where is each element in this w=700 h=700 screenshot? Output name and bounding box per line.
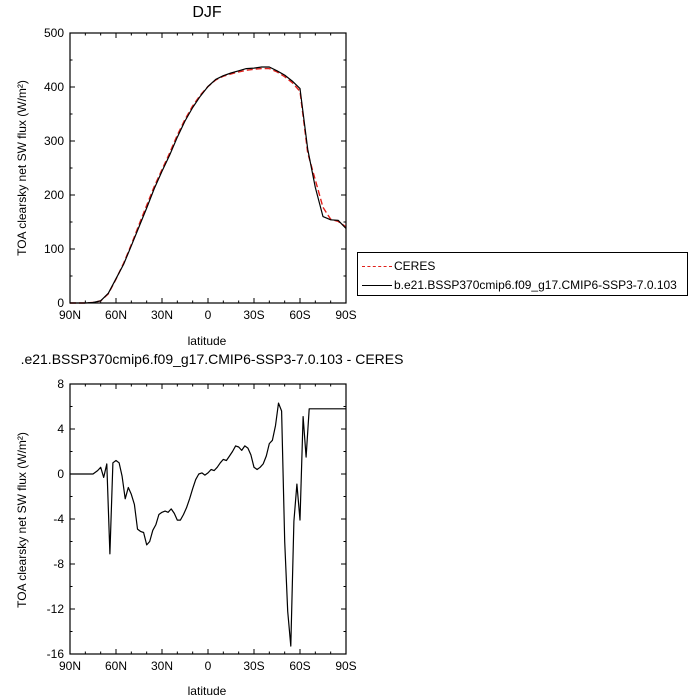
bottom-y-tick-label: -12 bbox=[47, 602, 65, 616]
top-y-axis-label: TOA clearsky net SW flux (W/m²) bbox=[15, 80, 29, 256]
bottom-x-tick-label: 30N bbox=[151, 659, 173, 673]
top-y-tick-label: 0 bbox=[57, 296, 64, 310]
top-y-tick-label: 300 bbox=[44, 134, 64, 148]
top-plot-frame bbox=[69, 32, 347, 304]
bottom-x-axis-label: latitude bbox=[188, 684, 227, 698]
legend-label-ceres: CERES bbox=[394, 259, 436, 273]
bottom-y-tick-label: 0 bbox=[57, 467, 64, 481]
legend-swatch-ceres bbox=[362, 265, 392, 267]
bottom-y-axis-label: TOA clearsky net SW flux (W/m²) bbox=[15, 432, 29, 608]
bottom-x-tick-label: 60S bbox=[289, 659, 310, 673]
bottom-x-tick-label: 60N bbox=[105, 659, 127, 673]
top-chart-title: DJF bbox=[192, 4, 222, 21]
bottom-y-tick-label: 8 bbox=[57, 377, 64, 391]
bottom-panel: .e21.BSSP370cmip6.f09_g17.CMIP6-SSP3-7.0… bbox=[15, 351, 403, 698]
bottom-x-tick-label: 90N bbox=[59, 659, 81, 673]
legend-entry-model: b.e21.BSSP370cmip6.f09_g17.CMIP6-SSP3-7.… bbox=[358, 275, 677, 295]
legend-label-model: b.e21.BSSP370cmip6.f09_g17.CMIP6-SSP3-7.… bbox=[394, 278, 677, 292]
bottom-x-tick-label: 0 bbox=[205, 659, 212, 673]
top-x-tick-label: 90S bbox=[335, 308, 356, 322]
bottom-y-tick-label: -16 bbox=[47, 647, 65, 661]
top-x-tick-label: 0 bbox=[205, 308, 212, 322]
bottom-series-line-difference bbox=[70, 402, 346, 647]
top-series-line-model bbox=[70, 66, 347, 304]
top-x-axis-label: latitude bbox=[188, 334, 227, 348]
top-y-tick-label: 100 bbox=[44, 242, 64, 256]
top-x-tick-label: 30S bbox=[243, 308, 264, 322]
bottom-chart-title: .e21.BSSP370cmip6.f09_g17.CMIP6-SSP3-7.0… bbox=[21, 351, 404, 367]
bottom-plot-frame bbox=[69, 383, 347, 655]
top-x-tick-label: 60N bbox=[105, 308, 127, 322]
bottom-x-tick-label: 90S bbox=[335, 659, 356, 673]
bottom-y-tick-label: 4 bbox=[57, 422, 64, 436]
top-y-tick-label: 200 bbox=[44, 188, 64, 202]
top-y-tick-label: 500 bbox=[44, 26, 64, 40]
top-x-tick-label: 90N bbox=[59, 308, 81, 322]
top-y-tick-label: 400 bbox=[44, 80, 64, 94]
bottom-y-tick-label: -8 bbox=[53, 557, 64, 571]
legend: CERES b.e21.BSSP370cmip6.f09_g17.CMIP6-S… bbox=[357, 252, 688, 296]
legend-swatch-model bbox=[362, 284, 392, 286]
bottom-y-tick-label: -4 bbox=[53, 512, 64, 526]
top-x-tick-label: 30N bbox=[151, 308, 173, 322]
top-x-tick-label: 60S bbox=[289, 308, 310, 322]
legend-entry-ceres: CERES bbox=[358, 256, 435, 276]
top-panel: DJF TOA clearsky net SW flux (W/m²) lati… bbox=[15, 4, 357, 348]
bottom-x-tick-label: 30S bbox=[243, 659, 264, 673]
top-series-line-ceres bbox=[70, 67, 347, 304]
